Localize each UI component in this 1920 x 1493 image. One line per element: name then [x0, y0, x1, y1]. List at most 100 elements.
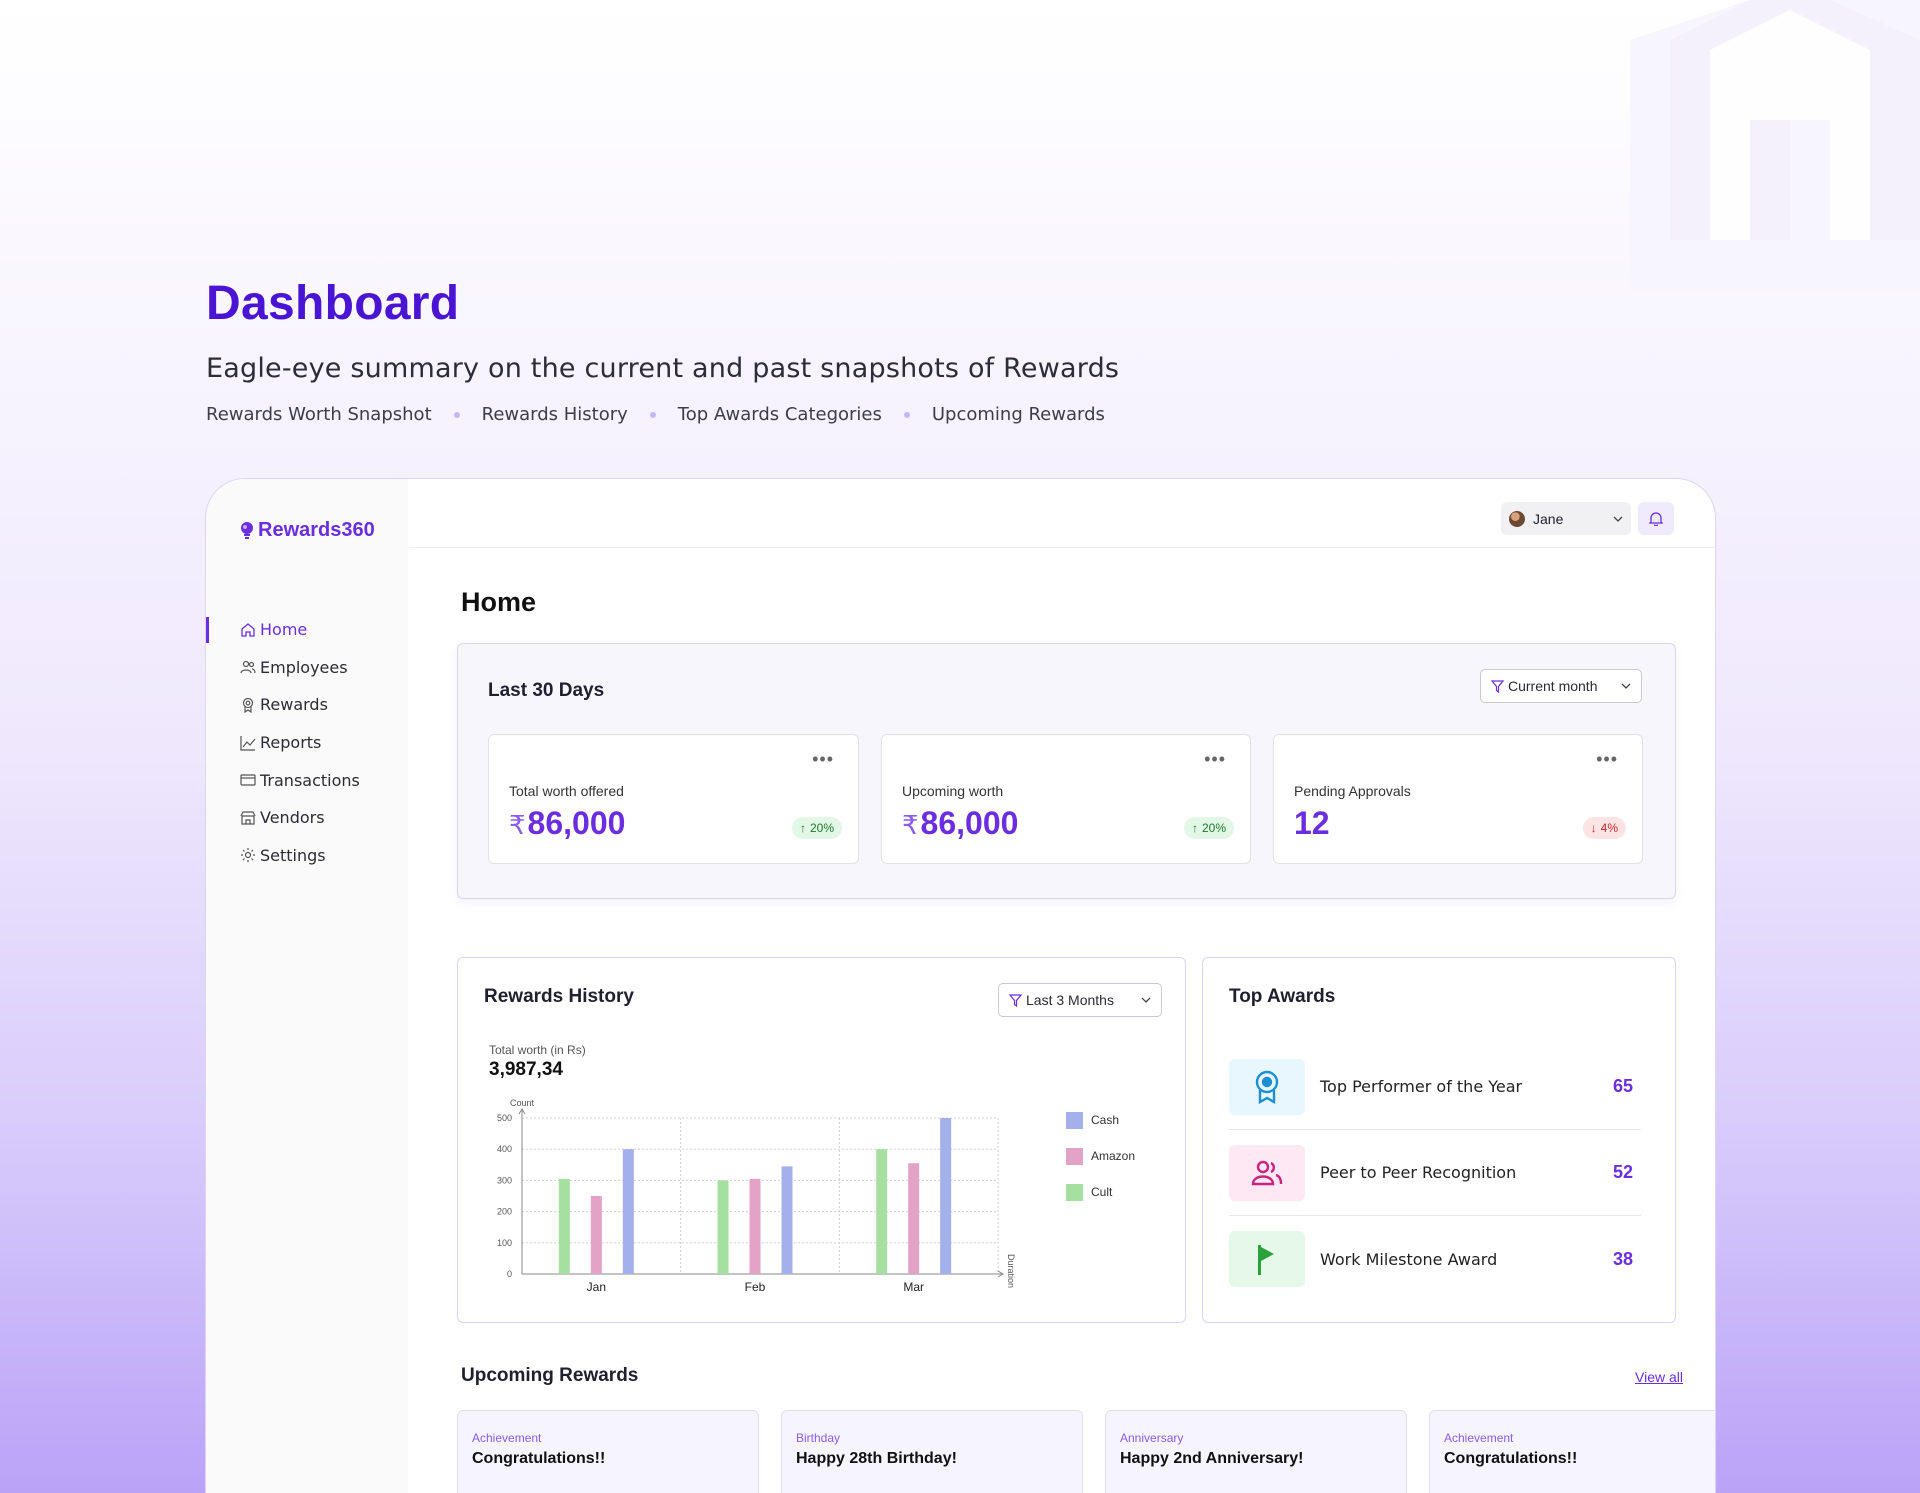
page-title: Home — [461, 587, 537, 617]
reward-message: Happy 2nd Anniversary! — [1120, 1450, 1304, 1467]
view-all-link[interactable]: View all — [1635, 1369, 1683, 1385]
sidebar-item-settings[interactable]: Settings — [206, 837, 408, 875]
section-link-upcoming-rewards[interactable]: Upcoming Rewards — [931, 404, 1105, 425]
arrow-up-icon: ↑ — [799, 821, 806, 835]
kpi-card-total-worth: ••• Total worth offered ₹86,000 ↑ 20% — [488, 734, 859, 864]
sidebar-item-home[interactable]: Home — [206, 611, 408, 649]
x-axis-label: Duration — [1006, 1254, 1016, 1288]
upcoming-reward-card[interactable]: Birthday Happy 28th Birthday! — [781, 1410, 1083, 1493]
brand-name: Rewards360 — [258, 519, 375, 541]
legend-item-cash: Cash — [1066, 1111, 1135, 1129]
notifications-button[interactable] — [1638, 502, 1674, 535]
y-axis-label: Count — [510, 1098, 535, 1108]
sidebar-item-reports[interactable]: Reports — [206, 724, 408, 762]
period-filter-value: Current month — [1508, 678, 1598, 694]
home-icon — [241, 622, 255, 637]
award-count: 65 — [1612, 1076, 1633, 1096]
history-filter-value: Last 3 Months — [1026, 992, 1114, 1008]
page-heading: Dashboard — [206, 277, 460, 330]
chevron-down-icon — [1621, 683, 1631, 689]
y-tick-label: 500 — [497, 1113, 512, 1123]
more-options-button[interactable]: ••• — [1204, 749, 1226, 769]
bar-amazon-feb — [749, 1178, 761, 1274]
section-link-top-awards[interactable]: Top Awards Categories — [677, 404, 882, 425]
page-subtitle: Eagle-eye summary on the current and pas… — [206, 353, 1120, 384]
flag-icon — [1229, 1231, 1305, 1287]
reward-message: Congratulations!! — [1444, 1450, 1578, 1467]
section-link-worth-snapshot[interactable]: Rewards Worth Snapshot — [206, 404, 432, 425]
history-filter-dropdown[interactable]: Last 3 Months — [998, 983, 1162, 1017]
award-count: 52 — [1612, 1162, 1633, 1182]
kpi-label: Total worth offered — [509, 783, 624, 799]
kpi-value: ₹86,000 — [902, 805, 1018, 842]
award-name: Peer to Peer Recognition — [1320, 1163, 1517, 1182]
kpi-card-upcoming-worth: ••• Upcoming worth ₹86,000 ↑ 20% — [881, 734, 1251, 864]
rewards-history-chart: 0 100 200 300 400 500 Count Duration Jan Feb Mar — [497, 1098, 1016, 1294]
user-menu-button[interactable]: Jane — [1501, 502, 1631, 535]
filter-icon — [1009, 993, 1022, 1007]
reward-category: Achievement — [472, 1431, 542, 1445]
x-tick-label: Feb — [745, 1280, 766, 1294]
trend-value: 4% — [1600, 821, 1618, 835]
chevron-down-icon — [1141, 997, 1151, 1003]
award-item[interactable]: Peer to Peer Recognition 52 — [1229, 1130, 1641, 1216]
y-tick-label: 200 — [497, 1207, 512, 1217]
upcoming-reward-card[interactable]: Anniversary Happy 2nd Anniversary! — [1105, 1410, 1407, 1493]
kpi-panel-title: Last 30 Days — [488, 680, 605, 701]
legend-swatch — [1066, 1111, 1083, 1129]
top-awards-panel: Top Awards Top Performer of the Year 65 … — [1202, 957, 1676, 1323]
bar-cash-mar — [940, 1118, 952, 1274]
sidebar-item-label: Settings — [260, 845, 326, 865]
x-axis-arrow — [997, 1270, 1004, 1278]
upcoming-rewards-title: Upcoming Rewards — [461, 1365, 639, 1386]
legend-swatch — [1066, 1183, 1083, 1201]
legend-label: Amazon — [1091, 1149, 1136, 1163]
separator-dot — [903, 411, 910, 418]
section-link-rewards-history[interactable]: Rewards History — [481, 404, 628, 425]
user-name: Jane — [1533, 510, 1564, 527]
people-icon — [1229, 1144, 1305, 1201]
chart-icon — [240, 735, 256, 751]
reward-category: Birthday — [796, 1431, 841, 1445]
kpi-card-pending-approvals: ••• Pending Approvals 12 ↓ 4% — [1273, 734, 1643, 864]
rewards-history-panel: Rewards History Last 3 Months Total wort… — [457, 957, 1186, 1323]
sidebar-item-employees[interactable]: Employees — [206, 649, 408, 687]
app-window: Rewards360 Home Employees Rewards Report… — [205, 478, 1716, 1493]
more-options-button[interactable]: ••• — [1596, 749, 1618, 769]
separator-dot — [649, 411, 656, 418]
chart-legend: Cash Amazon Cult — [1066, 1111, 1135, 1219]
separator-dot — [453, 411, 460, 418]
store-icon — [240, 811, 256, 825]
sidebar-item-label: Home — [260, 620, 308, 640]
section-links: Rewards Worth Snapshot Rewards History T… — [206, 404, 1119, 425]
trend-badge: ↑ 20% — [1183, 817, 1234, 839]
bar-cash-jan — [622, 1149, 634, 1274]
x-tick-label: Mar — [903, 1280, 924, 1294]
house-decoration-icon — [1630, 0, 1920, 290]
upcoming-reward-card[interactable]: Achievement Congratulations!! — [457, 1410, 759, 1493]
kpi-value: 12 — [1294, 805, 1330, 842]
sidebar-item-rewards[interactable]: Rewards — [206, 686, 408, 724]
legend-label: Cash — [1091, 1113, 1120, 1127]
bar-amazon-mar — [908, 1163, 920, 1274]
kpi-panel: Last 30 Days Current month ••• Total wor… — [457, 643, 1676, 899]
x-tick-label: Jan — [587, 1280, 606, 1294]
currency-symbol: ₹ — [509, 810, 526, 840]
trend-value: 20% — [809, 821, 834, 835]
brand-logo[interactable]: Rewards360 — [240, 519, 375, 542]
bulb-icon — [241, 521, 253, 539]
sidebar-item-transactions[interactable]: Transactions — [206, 761, 408, 799]
upcoming-reward-card[interactable]: Achievement Congratulations!! — [1429, 1410, 1715, 1493]
bar-cash-feb — [781, 1166, 793, 1274]
period-filter-dropdown[interactable]: Current month — [1480, 669, 1642, 703]
award-name: Work Milestone Award — [1320, 1249, 1498, 1269]
users-icon — [240, 661, 256, 674]
avatar — [1509, 510, 1525, 527]
award-item[interactable]: Work Milestone Award 38 — [1229, 1216, 1641, 1302]
more-options-button[interactable]: ••• — [812, 749, 834, 769]
legend-label: Cult — [1091, 1185, 1113, 1199]
sidebar-item-vendors[interactable]: Vendors — [206, 799, 408, 837]
bar-cult-feb — [717, 1180, 729, 1274]
award-item[interactable]: Top Performer of the Year 65 — [1229, 1044, 1641, 1130]
top-awards-title: Top Awards — [1229, 986, 1336, 1007]
